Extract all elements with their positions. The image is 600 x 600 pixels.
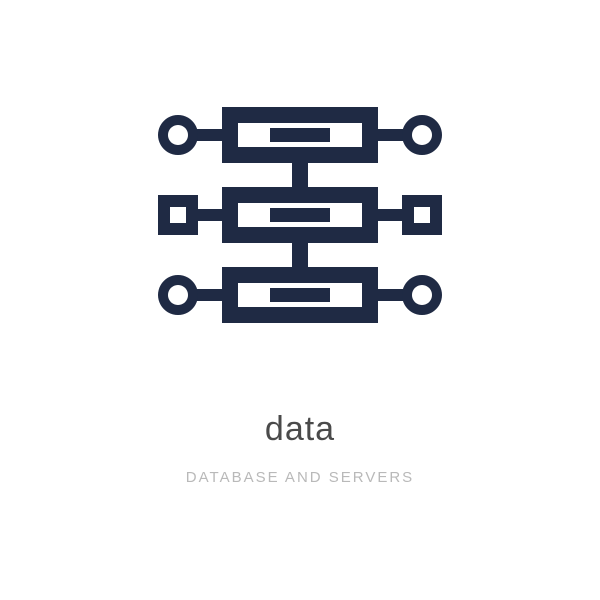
icon-card: data DATABASE AND SERVERS [0, 0, 600, 600]
icon-title: data [265, 410, 335, 449]
data-servers-icon [150, 95, 450, 340]
icon-subtitle: DATABASE AND SERVERS [186, 469, 414, 486]
